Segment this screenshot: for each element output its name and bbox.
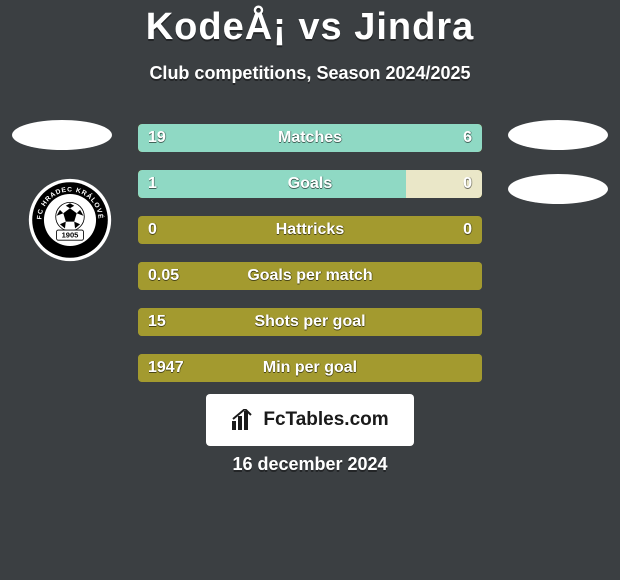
brand-icon	[231, 409, 257, 431]
stats-panel: 19Matches61Goals00Hattricks00.05Goals pe…	[138, 124, 482, 400]
stat-label: Min per goal	[138, 354, 482, 382]
player-left-pill-1	[12, 120, 112, 150]
stat-label: Goals	[138, 170, 482, 198]
club-badge: FC HRADEC KRÁLOVÉ 1905	[28, 178, 112, 262]
subtitle: Club competitions, Season 2024/2025	[0, 63, 620, 84]
stat-label: Goals per match	[138, 262, 482, 290]
stat-row: 1947Min per goal	[138, 354, 482, 382]
stat-row: 15Shots per goal	[138, 308, 482, 336]
player-right-pill-2	[508, 174, 608, 204]
stat-value-right: 0	[463, 216, 472, 244]
stat-value-right: 0	[463, 170, 472, 198]
stat-label: Hattricks	[138, 216, 482, 244]
stat-row: 19Matches6	[138, 124, 482, 152]
stat-label: Shots per goal	[138, 308, 482, 336]
stat-row: 0Hattricks0	[138, 216, 482, 244]
stat-row: 0.05Goals per match	[138, 262, 482, 290]
club-badge-svg: FC HRADEC KRÁLOVÉ 1905	[28, 178, 112, 262]
stat-value-right: 6	[463, 124, 472, 152]
club-badge-ball	[56, 202, 85, 231]
stat-row: 1Goals0	[138, 170, 482, 198]
brand-badge: FcTables.com	[206, 394, 414, 446]
player-right-pill-1	[508, 120, 608, 150]
date-label: 16 december 2024	[0, 454, 620, 475]
page-title: KodeÅ¡ vs Jindra	[0, 0, 620, 49]
stat-label: Matches	[138, 124, 482, 152]
club-badge-year: 1905	[62, 231, 79, 240]
brand-text: FcTables.com	[263, 409, 388, 431]
